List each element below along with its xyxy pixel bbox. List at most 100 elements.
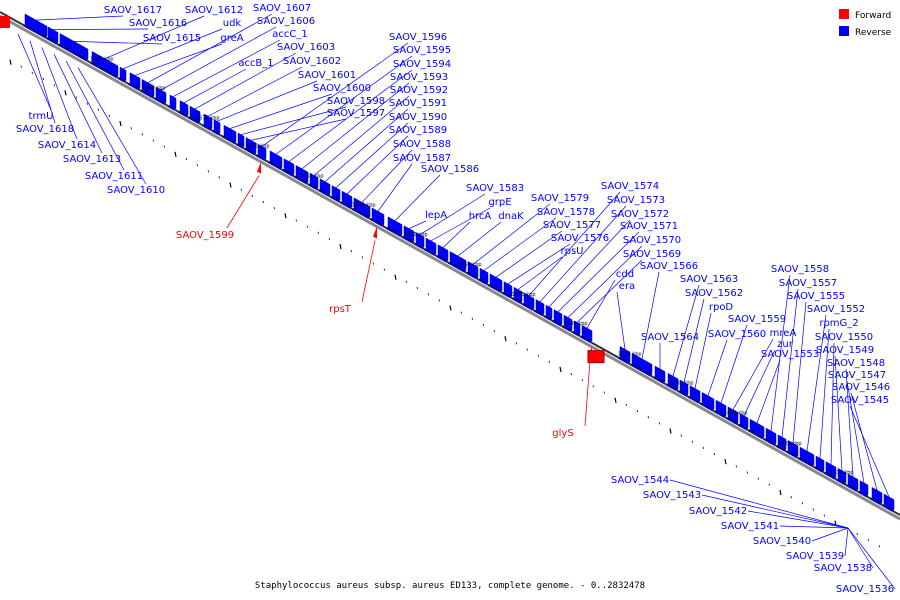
ruler-tick — [405, 280, 407, 284]
gene-label-saov-1542: SAOV_1542 — [689, 506, 747, 517]
ruler-tick — [680, 434, 682, 437]
gene-label-saov-1602: SAOV_1602 — [283, 56, 341, 67]
reverse-gene-block-shadow — [128, 82, 140, 91]
ruler-tick — [614, 397, 617, 403]
gene-label-saov-1593: SAOV_1593 — [390, 72, 448, 83]
ruler-tick — [559, 366, 562, 373]
reverse-gene-block-shadow — [714, 410, 726, 418]
ruler-tick — [20, 65, 22, 68]
reverse-gene-block-shadow — [386, 226, 402, 237]
gene-label-saov-1570: SAOV_1570 — [623, 235, 681, 246]
reverse-gene-block-shadow — [140, 89, 154, 99]
gene-connector — [313, 95, 410, 176]
reverse-gene-block-shadow — [188, 116, 200, 124]
gene-label-hrca: hrcA — [469, 211, 492, 222]
gene-label-saov-1578: SAOV_1578 — [537, 207, 595, 218]
gene-connector — [834, 355, 843, 471]
gene-connector — [850, 392, 878, 491]
gene-label-saov-1550: SAOV_1550 — [815, 332, 873, 343]
gene-connector — [361, 149, 413, 203]
gene-connector — [507, 243, 571, 285]
gene-label-saov-1591: SAOV_1591 — [389, 98, 447, 109]
ruler-tick — [251, 194, 253, 197]
gene-connector — [567, 245, 643, 318]
gene-label-saov-1592: SAOV_1592 — [390, 85, 448, 96]
gene-connector — [781, 288, 799, 438]
ruler-tick — [350, 250, 352, 253]
ruler-tick — [372, 262, 374, 265]
reverse-gene-block-shadow — [870, 497, 882, 505]
gene-connector — [847, 527, 896, 590]
gene-label-trmu: trmU — [29, 111, 54, 122]
ruler-tick — [97, 108, 99, 111]
reverse-gene-block-shadow — [836, 478, 846, 485]
ruler-tick — [394, 274, 397, 280]
ruler-tick — [119, 120, 122, 127]
reverse-gene-block-shadow — [534, 309, 544, 317]
ruler-tick — [152, 139, 154, 142]
reverse-gene-block-shadow — [630, 363, 652, 377]
reverse-gene-block-shadow — [846, 483, 858, 492]
gene-label-saov-1611: SAOV_1611 — [85, 171, 143, 182]
gene-connector — [528, 191, 621, 296]
gene-connector — [672, 284, 700, 377]
forward-gene-block — [257, 161, 261, 174]
scale-label: 1665 kbp — [300, 174, 324, 180]
gene-connector — [586, 279, 616, 329]
gene-connector — [616, 291, 626, 350]
ruler-tick — [64, 90, 67, 96]
ruler-tick — [86, 102, 88, 105]
ruler-tick — [669, 428, 672, 434]
gene-label-rpmg-2: rpmG_2 — [819, 318, 858, 329]
gene-connector — [770, 274, 791, 431]
ruler-tick — [416, 286, 418, 290]
gene-connector — [229, 93, 333, 129]
gene-label-saov-1553: SAOV_1553 — [761, 349, 819, 360]
gene-connector — [183, 68, 247, 104]
reverse-gene-block-shadow — [580, 335, 592, 343]
reverse-gene-block-shadow — [46, 36, 58, 45]
reverse-gene-block-shadow — [488, 283, 502, 293]
gene-label-saov-1579: SAOV_1579 — [531, 193, 589, 204]
ruler-tick — [867, 539, 869, 542]
gene-label-saov-1562: SAOV_1562 — [685, 288, 743, 299]
reverse-gene-block-shadow — [340, 201, 352, 209]
gene-connector — [194, 52, 297, 110]
gene-connector — [430, 207, 491, 242]
gene-connector — [845, 368, 854, 477]
ruler-tick — [548, 360, 550, 363]
ruler-tick — [273, 207, 275, 210]
gene-connector — [756, 359, 781, 424]
gene-connector — [335, 122, 409, 189]
gene-connector — [847, 527, 874, 569]
gene-label-accb-1: accB_1 — [238, 58, 273, 69]
gene-label-saov-1587: SAOV_1587 — [393, 153, 451, 164]
reverse-gene-block-shadow — [282, 168, 294, 177]
gene-label-saov-1557: SAOV_1557 — [779, 278, 837, 289]
gene-label-saov-1543: SAOV_1543 — [643, 490, 701, 501]
ruler-tick — [537, 354, 539, 357]
gene-connector — [694, 312, 712, 389]
reverse-gene-block-shadow — [154, 97, 166, 105]
reverse-gene-block-shadow — [318, 188, 330, 197]
ruler-tick — [339, 243, 342, 250]
ruler-tick — [724, 459, 727, 465]
ruler-tick — [812, 508, 814, 511]
gene-connector — [240, 106, 347, 136]
ruler-tick — [581, 379, 583, 382]
reverse-gene-block-shadow — [352, 207, 370, 219]
gene-connector — [806, 314, 827, 452]
gene-label-saov-1572: SAOV_1572 — [611, 209, 669, 220]
gene-label-saov-1616: SAOV_1616 — [129, 18, 187, 29]
reverse-gene-block-shadow — [512, 297, 522, 304]
gene-label-saov-1613: SAOV_1613 — [63, 154, 121, 165]
gene-label-saov-1546: SAOV_1546 — [832, 382, 890, 393]
gene-label-saov-1610: SAOV_1610 — [107, 185, 165, 196]
gene-label-grea: greA — [220, 33, 243, 44]
forward-gene-block — [587, 350, 605, 364]
gene-label-saov-1618: SAOV_1618 — [16, 124, 74, 135]
gene-connector — [557, 231, 640, 313]
gene-label-saov-1600: SAOV_1600 — [313, 83, 371, 94]
gene-connector — [160, 26, 277, 91]
